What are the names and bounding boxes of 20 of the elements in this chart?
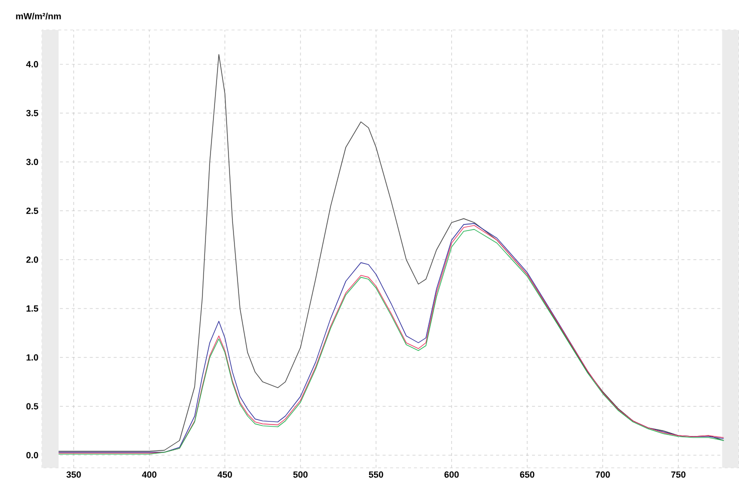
x-tick-label: 700 bbox=[596, 471, 610, 478]
y-tick-label: 0.0 bbox=[26, 452, 38, 458]
x-tick-label: 650 bbox=[520, 471, 534, 478]
y-axis-title: mW/m²/nm bbox=[16, 12, 61, 20]
y-tick-label: 0.5 bbox=[26, 403, 38, 410]
x-tick-label: 550 bbox=[368, 471, 384, 478]
x-tick-label: 400 bbox=[142, 471, 156, 478]
y-tick-label: 3.0 bbox=[26, 158, 38, 166]
y-tick-label: 3.5 bbox=[26, 110, 38, 116]
y-tick-label: 2.0 bbox=[26, 256, 38, 263]
y-tick-label: 2.5 bbox=[26, 208, 38, 214]
x-tick-label: 750 bbox=[671, 471, 686, 478]
y-tick-label: 4.0 bbox=[26, 60, 38, 68]
x-tick-label: 350 bbox=[66, 471, 81, 478]
x-tick-label: 500 bbox=[293, 471, 308, 478]
x-tick-label: 450 bbox=[218, 471, 232, 478]
x-tick-label: 600 bbox=[444, 471, 459, 478]
y-tick-label: 1.5 bbox=[26, 305, 38, 312]
y-tick-label: 1.0 bbox=[26, 354, 38, 361]
line-series bbox=[58, 54, 724, 452]
